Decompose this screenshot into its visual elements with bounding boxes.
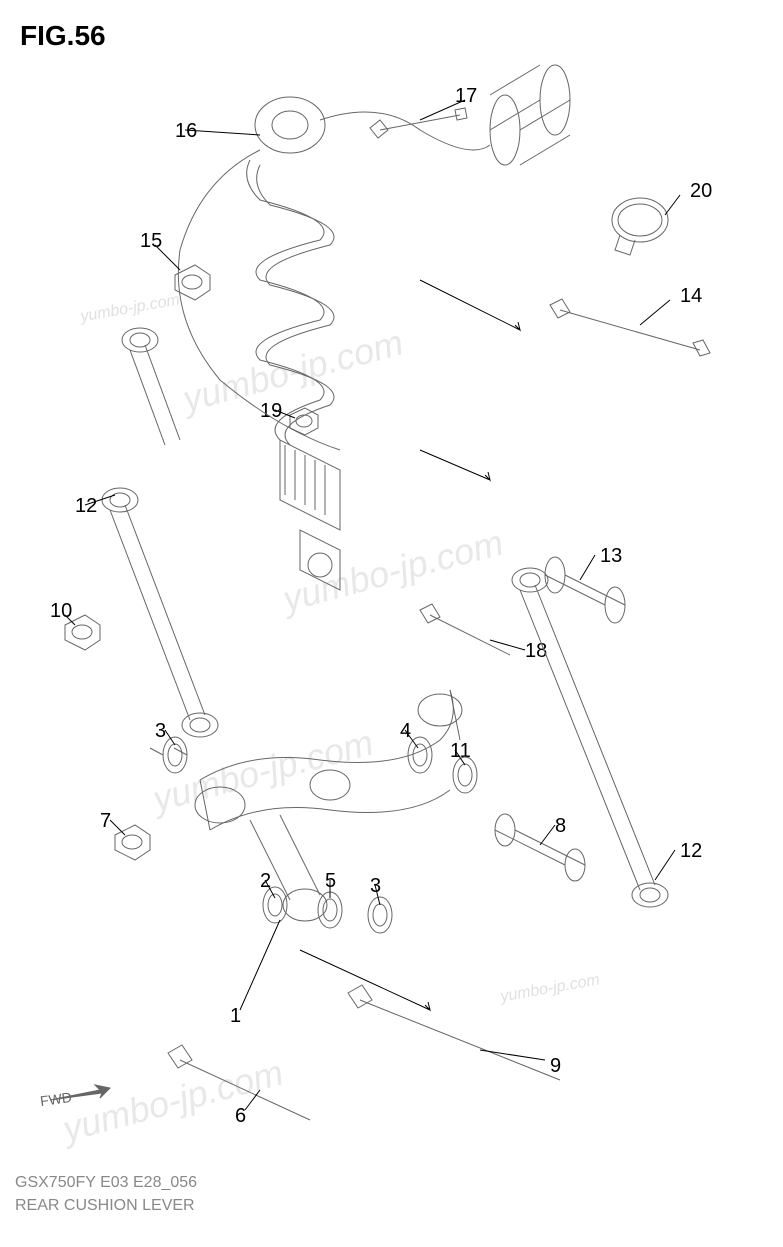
reservoir-part xyxy=(490,65,570,165)
parts-diagram xyxy=(0,0,783,1247)
bolt-9-part xyxy=(348,985,560,1080)
bolt-14-part xyxy=(550,299,710,356)
spacer-13-part xyxy=(545,557,625,623)
link-rod-left-part xyxy=(102,328,218,737)
bolt-17-part xyxy=(370,108,467,138)
bolt-18-part xyxy=(420,604,510,655)
bushing-3-left-part xyxy=(150,737,187,773)
shock-absorber-part xyxy=(178,97,490,590)
link-rod-right-part xyxy=(512,568,668,907)
bushing-11-part xyxy=(453,757,477,793)
cushion-lever-part xyxy=(195,690,462,921)
bushing-3-right-part xyxy=(368,897,392,933)
fwd-arrow-icon xyxy=(50,1085,110,1100)
clamp-20-part xyxy=(612,198,668,255)
bolt-6-part xyxy=(168,1045,310,1120)
spacer-8-part xyxy=(495,814,585,881)
